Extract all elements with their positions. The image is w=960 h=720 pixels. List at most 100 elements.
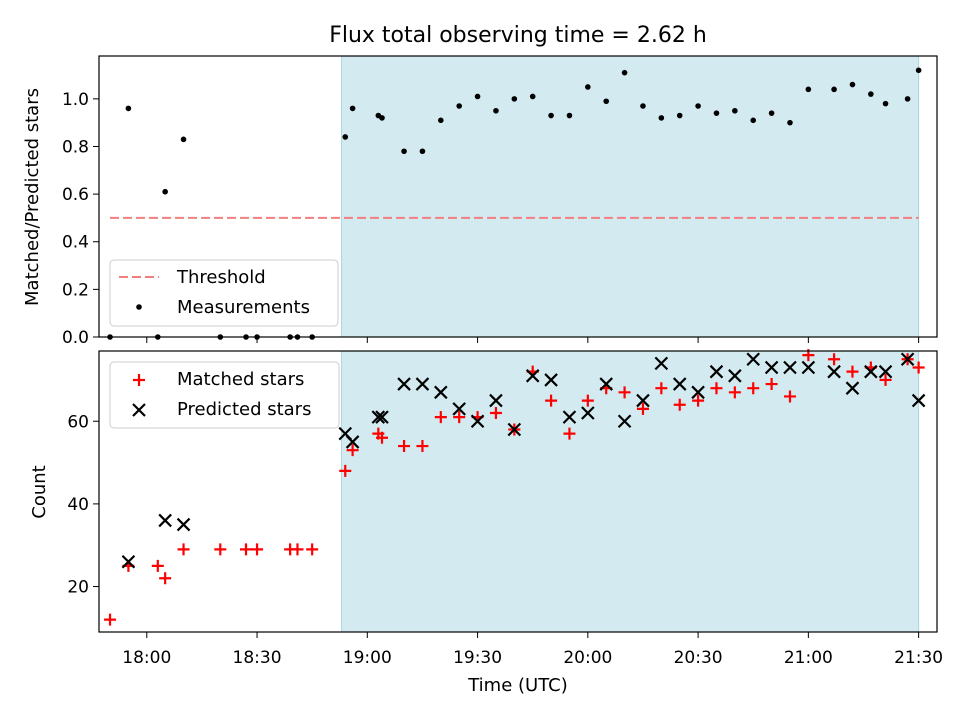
x-tick-label: 21:00 [784, 648, 833, 668]
predicted-stars-point [158, 513, 172, 528]
top-y-tick-label: 0.8 [62, 137, 89, 157]
legend-matched-swatch [133, 374, 145, 386]
matched-stars-point [728, 386, 741, 399]
predicted-stars-point [827, 364, 841, 379]
top-y-tick-label: 1.0 [62, 90, 89, 110]
bottom-panel-y-label: Count [29, 465, 50, 518]
measurement-point [548, 112, 554, 119]
bottom-legend: Matched stars Predicted stars [109, 361, 340, 429]
measurement-point [882, 100, 889, 107]
matched-stars-point [104, 613, 117, 626]
measurement-point [585, 84, 591, 90]
predicted-stars-point [507, 422, 522, 437]
measurement-point [511, 96, 518, 102]
predicted-stars-point [544, 373, 558, 387]
matched-stars-point [251, 543, 264, 556]
measurement-point [831, 86, 837, 93]
predicted-stars-point [728, 369, 742, 383]
matched-stars-point [765, 378, 778, 391]
matched-stars-point [151, 559, 164, 572]
x-tick-label: 18:30 [233, 648, 282, 668]
bottom-y-tick-label: 20 [67, 578, 89, 598]
matched-stars-point [291, 543, 304, 556]
predicted-stars-point [801, 360, 816, 375]
legend-measurements-swatch [136, 304, 142, 310]
matched-stars-point [306, 543, 319, 556]
measurement-point [438, 117, 444, 124]
matched-stars-point [692, 394, 705, 407]
predicted-stars-point [470, 414, 485, 429]
x-tick-label: 20:00 [563, 648, 612, 668]
top-y-tick-label: 0.6 [62, 185, 89, 205]
matched-stars-point [240, 543, 253, 556]
measurement-point [493, 107, 499, 114]
predicted-stars-point [783, 360, 797, 375]
measurement-point [342, 134, 349, 140]
x-tick-label: 18:00 [122, 648, 171, 668]
predicted-stars-point [672, 377, 687, 391]
predicted-stars-point [452, 402, 466, 416]
predicted-stars-point [562, 410, 577, 424]
measurement-point [180, 136, 187, 143]
x-tick-label: 21:30 [894, 648, 943, 668]
bottom-panel: 18:00 18:30 19:00 19:30 20:00 20:30 21:00 21:30… [67, 349, 943, 668]
matched-stars-point [747, 382, 760, 395]
matched-stars-point [376, 431, 389, 444]
matched-stars-point [655, 382, 668, 395]
legend-measurements-label: Measurements [177, 297, 310, 318]
matched-stars-point [489, 406, 502, 419]
predicted-stars-point [375, 410, 389, 424]
measurement-point [162, 188, 168, 195]
predicted-stars-point [636, 393, 650, 408]
matched-stars-point [453, 411, 466, 424]
matched-stars-point [346, 444, 359, 457]
predicted-stars-point [345, 435, 360, 449]
bottom-y-tick-label: 60 [67, 412, 89, 432]
top-panel-frame [98, 55, 938, 338]
matched-stars-point [177, 543, 190, 556]
predicted-stars-point [489, 393, 503, 408]
top-y-tick-label: 0.4 [62, 233, 89, 253]
measurement-point [401, 148, 407, 155]
legend-threshold-label: Threshold [176, 267, 266, 288]
chart-title: Flux total observing time = 2.62 h [329, 23, 707, 48]
matched-stars-point [545, 394, 558, 407]
matched-stars-point [912, 361, 925, 374]
predicted-stars-point [599, 377, 613, 391]
measurement-point [621, 69, 628, 76]
matched-stars-point [828, 353, 841, 366]
legend-box [109, 361, 340, 429]
matched-stars-point [416, 440, 429, 453]
measurement-point [695, 103, 701, 109]
measurement-point [713, 110, 720, 116]
measurement-point [419, 148, 426, 155]
predicted-stars-point [176, 517, 191, 532]
measurement-point [732, 107, 738, 114]
predicted-stars-point [878, 364, 893, 379]
x-tick-label: 19:00 [343, 648, 392, 668]
matched-stars-point [710, 382, 723, 395]
top-panel-y-label: Matched/Predicted stars [22, 88, 43, 306]
matched-stars-point [673, 398, 686, 411]
legend-matched-label: Matched stars [177, 369, 304, 390]
measurement-point [750, 117, 757, 124]
measurement-point [904, 96, 911, 102]
measurement-point [379, 115, 385, 121]
predicted-stars-point [121, 554, 136, 569]
x-tick-label: 19:30 [453, 648, 502, 668]
predicted-stars-point [434, 385, 448, 400]
matched-stars-point [339, 464, 352, 477]
predicted-stars-point [371, 410, 386, 424]
measurement-point [849, 81, 856, 88]
predicted-stars-point [900, 352, 915, 367]
measurement-point [529, 93, 536, 100]
legend-predicted-label: Predicted stars [177, 399, 311, 420]
bottom-panel-frame [98, 350, 938, 633]
matched-stars-point [636, 402, 649, 415]
predicted-stars-point [397, 377, 411, 391]
predicted-stars-point [415, 377, 430, 391]
measurement-point [566, 112, 573, 119]
matched-stars-point [846, 365, 859, 378]
measurement-point [349, 105, 356, 112]
